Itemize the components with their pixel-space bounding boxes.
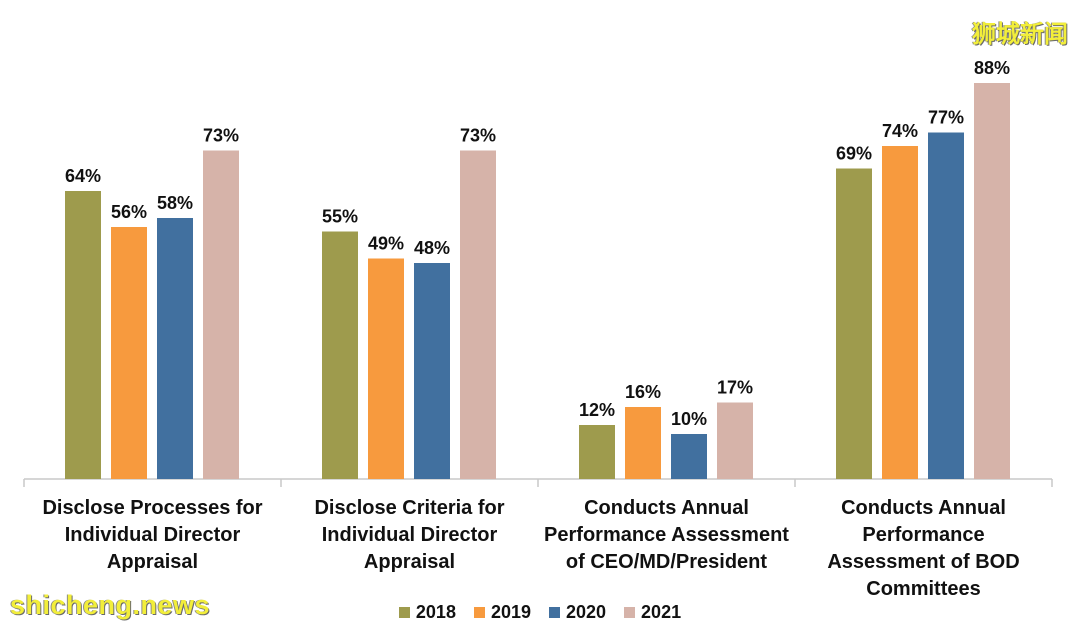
legend-swatch-2019 [473,607,485,618]
legend-swatch-2021 [624,607,636,618]
data-label-2021-category-3: 17% [717,378,753,398]
category-label-2: Disclose Criteria for Individual Directo… [314,497,505,573]
data-label-2018-category-4: 69% [836,144,872,164]
legend-label-2020: 2020 [566,602,607,622]
legend-swatch-2018 [398,607,410,618]
legend-item-2020: 2020 [549,602,606,623]
data-label-2019-category-4: 74% [882,121,918,141]
bar-2021-category-3 [717,402,753,479]
bar-2019-category-3 [625,407,661,479]
bar-2018-category-1 [65,191,101,479]
legend-label-2021: 2021 [641,602,682,622]
bar-2020-category-1 [157,218,193,479]
data-label-2018-category-2: 55% [322,207,358,227]
data-label-2018-category-1: 64% [65,166,101,186]
legend-label-2019: 2019 [490,602,531,622]
bar-2020-category-2 [414,263,450,479]
legend-item-2019: 2019 [473,602,531,623]
legend-label-2018: 2018 [415,602,456,622]
legend-item-2018: 2018 [398,602,456,623]
category-label-1: Disclose Processes for Individual Direct… [42,497,263,573]
bar-2019-category-4 [882,146,918,479]
watermark-shicheng-chinese: 狮城新闻 [972,21,1068,48]
bar-2019-category-1 [111,227,147,479]
legend-item-2021: 2021 [624,602,681,623]
data-label-2020-category-3: 10% [671,409,707,429]
data-label-2019-category-3: 16% [625,382,661,402]
legend: 2018 2019 2020 2021 [0,602,1080,623]
bar-2018-category-3 [579,425,615,479]
data-label-2019-category-1: 56% [111,202,147,222]
data-label-2021-category-2: 73% [460,126,496,146]
bar-2021-category-4 [974,83,1010,479]
bar-2020-category-4 [928,132,964,479]
bar-2019-category-2 [368,258,404,479]
bar-2018-category-2 [322,231,358,479]
legend-swatch-2020 [549,607,560,618]
watermark-shicheng-news: shicheng.news [10,590,211,620]
bar-2021-category-2 [460,150,496,479]
data-label-2019-category-2: 49% [368,234,404,254]
data-label-2020-category-2: 48% [414,238,450,258]
data-label-2021-category-1: 73% [203,126,239,146]
data-label-2018-category-3: 12% [579,400,615,420]
data-label-2021-category-4: 88% [974,58,1010,78]
data-label-2020-category-4: 77% [928,108,964,128]
data-label-2020-category-1: 58% [157,193,193,213]
bar-2020-category-3 [671,434,707,479]
bar-2021-category-1 [203,150,239,479]
bar-2018-category-4 [836,168,872,479]
category-label-4: Conducts Annual Performance Assessment o… [827,497,1020,600]
category-label-3: Conducts Annual Performance Assessment o… [544,497,789,573]
